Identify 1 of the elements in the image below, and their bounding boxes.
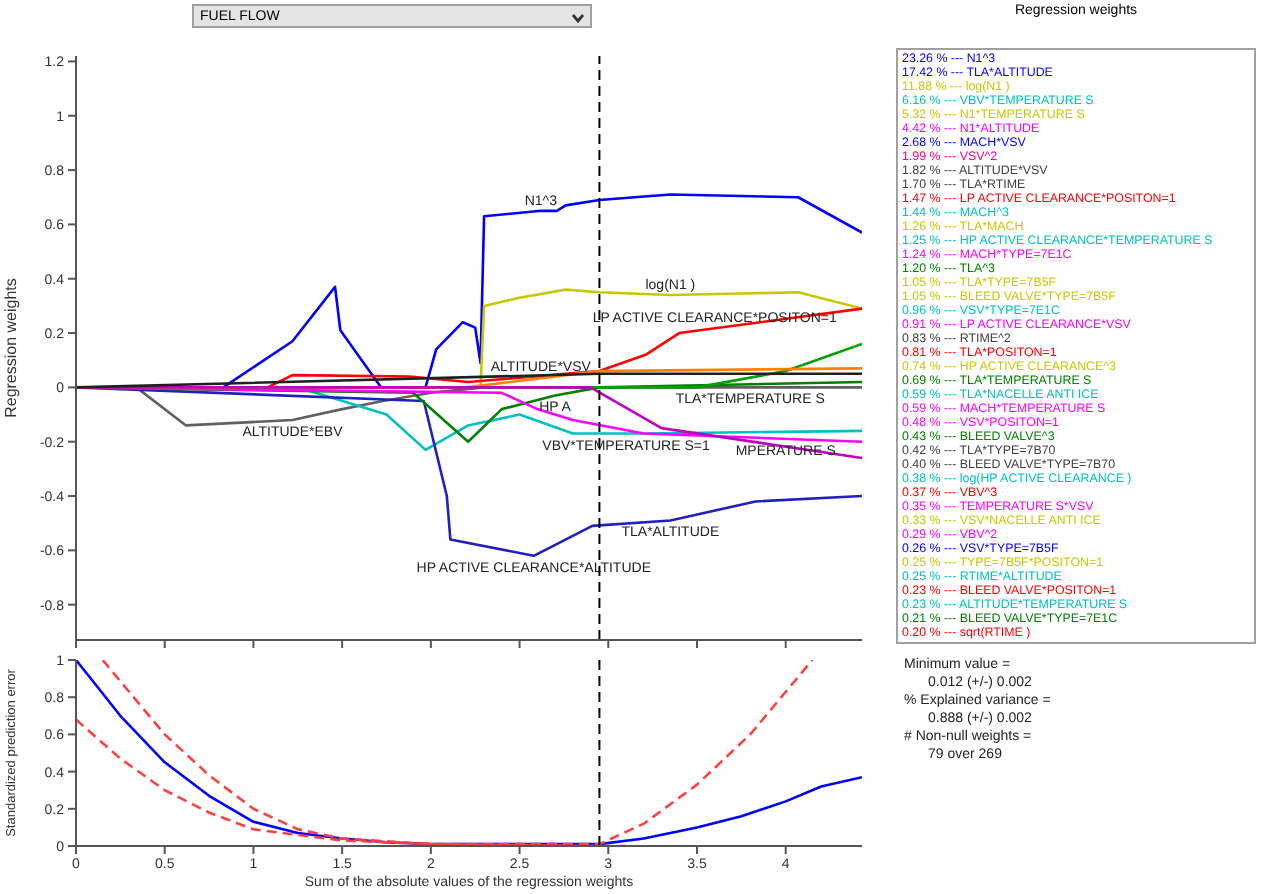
y-axis-title: Regression weights (1, 278, 20, 418)
